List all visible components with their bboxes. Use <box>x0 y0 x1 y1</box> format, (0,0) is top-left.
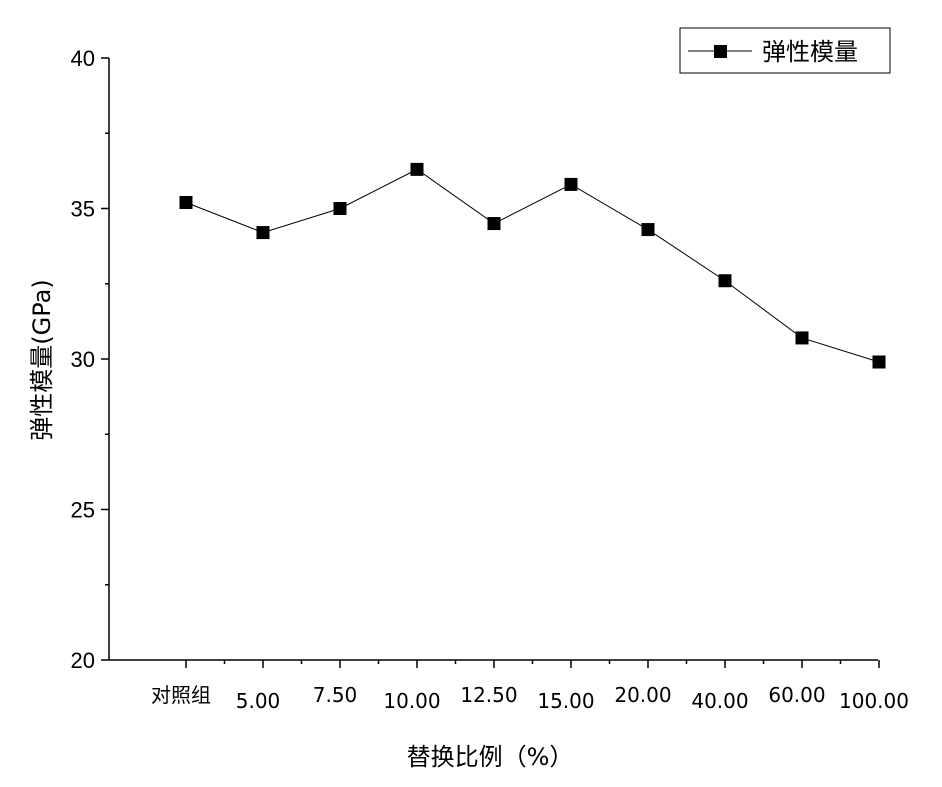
x-axis-title: 替换比例（%） <box>407 743 574 771</box>
data-point <box>564 177 578 191</box>
data-point <box>795 331 809 345</box>
data-point <box>872 355 886 369</box>
legend-marker-sample <box>714 45 727 58</box>
y-axis-title: 弹性模量(GPa) <box>28 279 56 440</box>
y-tick-label: 40 <box>71 46 95 71</box>
x-tick-label: 12.50 <box>460 683 517 707</box>
x-tick-label: 5.00 <box>236 689 281 713</box>
x-tick-label: 100.00 <box>839 689 909 713</box>
y-tick-label: 20 <box>71 648 95 673</box>
x-tick-label: 40.00 <box>691 689 748 713</box>
x-tick-label: 10.00 <box>383 689 440 713</box>
data-point <box>256 226 270 240</box>
series-lines <box>185 168 880 363</box>
data-point <box>487 217 501 231</box>
x-tick-label: 对照组 <box>151 683 211 707</box>
y-tick-label: 25 <box>71 498 95 523</box>
legend: 弹性模量 <box>679 27 891 74</box>
axes <box>101 57 880 668</box>
data-point <box>333 202 347 215</box>
data-point <box>718 274 732 288</box>
series-markers <box>179 162 886 369</box>
x-tick-label: 60.00 <box>768 683 825 707</box>
data-point <box>179 195 193 209</box>
x-tick-label: 15.00 <box>537 689 594 713</box>
series-line <box>185 168 880 363</box>
x-tick-labels: 对照组 5.00 7.50 10.00 12.50 15.00 20.00 40.00 60.0… <box>151 683 909 713</box>
legend-label: 弹性模量 <box>762 38 858 66</box>
y-tick-label: 35 <box>71 197 95 222</box>
x-tick-label: 7.50 <box>313 683 358 707</box>
data-point <box>641 223 655 237</box>
data-point <box>410 162 424 176</box>
y-tick-labels: 20 25 30 35 40 <box>71 46 95 673</box>
y-tick-label: 30 <box>71 347 95 372</box>
x-tick-label: 20.00 <box>614 683 671 707</box>
